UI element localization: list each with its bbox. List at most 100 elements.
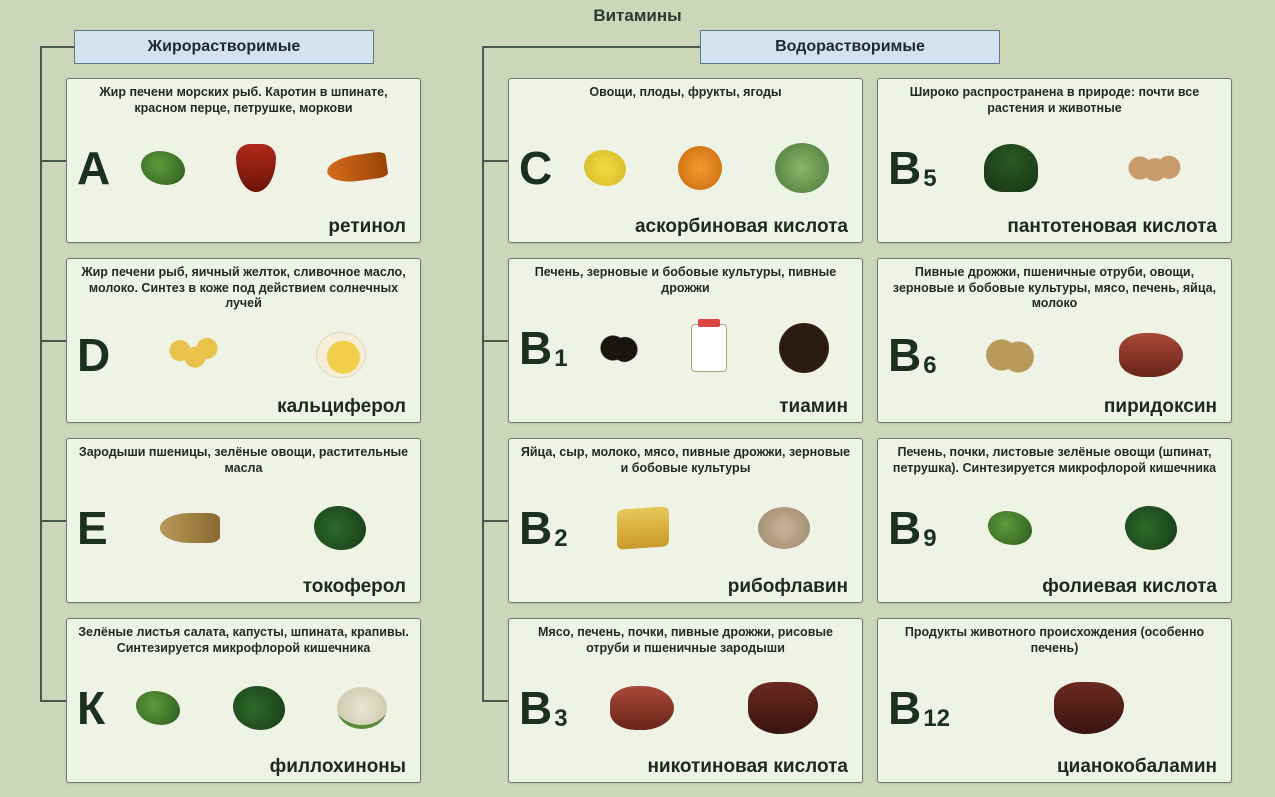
vitamin-letter: D [77, 332, 110, 378]
vitamin-card-E: Зародыши пшеницы, зелёные овощи, растите… [66, 438, 421, 603]
branch-water-soluble: Водорастворимые Овощи, плоды, фрукты, яг… [460, 30, 1240, 783]
sources-text: Мясо, печень, почки, пивные дрожжи, рисо… [519, 625, 852, 657]
vitamin-card-C: Овощи, плоды, фрукты, ягоды Cаскорбиновая… [508, 78, 863, 243]
chemical-name: рибофлавин [519, 576, 852, 598]
food-images [945, 317, 1221, 393]
vitamin-letter: B2 [519, 505, 568, 551]
branch-header-left: Жирорастворимые [74, 30, 374, 64]
food-sprout-icon [160, 513, 220, 543]
vitamin-letter-sub: 3 [554, 707, 567, 731]
chemical-name: кальциферол [77, 396, 410, 418]
vitamin-card-B3: Мясо, печень, почки, пивные дрожжи, рисо… [508, 618, 863, 783]
vitamin-letter: B9 [888, 505, 937, 551]
vitamins-infographic: Витамины Жирорастворимые Жир печени морс… [0, 0, 1275, 795]
chemical-name: пиридоксин [888, 396, 1221, 418]
sources-text: Печень, зерновые и бобовые культуры, пив… [519, 265, 852, 297]
branch-header-right: Водорастворимые [700, 30, 1000, 64]
food-lemon-icon [584, 150, 626, 186]
chemical-name: пантотеновая кислота [888, 216, 1221, 238]
vitamin-card-D: Жир печени рыб, яичный желток, сливочное… [66, 258, 421, 423]
food-images [576, 670, 852, 746]
chemical-name: токоферол [77, 576, 410, 598]
food-potato-icon [982, 335, 1038, 375]
food-broccoli-icon [984, 144, 1038, 192]
sources-text: Пивные дрожжи, пшеничные отруби, овощи, … [888, 265, 1221, 312]
vitamin-letter-sub: 1 [554, 347, 567, 371]
food-images [116, 490, 410, 566]
vitamin-letter: B5 [888, 145, 937, 191]
vitamin-card-B12: Продукты животного происхождения (особен… [877, 618, 1232, 783]
chemical-name: тиамин [519, 396, 852, 418]
food-images [576, 310, 852, 386]
food-liver-icon [1054, 682, 1124, 734]
food-images [118, 130, 410, 206]
sources-text: Широко распространена в природе: почти в… [888, 85, 1221, 117]
chemical-name: филлохиноны [77, 756, 410, 778]
vitamin-card-К: Зелёные листья салата, капусты, шпината,… [66, 618, 421, 783]
vitamin-card-B5: Широко распространена в природе: почти в… [877, 78, 1232, 243]
branch-fat-soluble: Жирорастворимые Жир печени морских рыб. … [18, 30, 430, 783]
chemical-name: ретинол [77, 216, 410, 238]
vitamin-letter: B12 [888, 685, 950, 731]
food-orange-icon [678, 146, 722, 190]
main-title: Витамины [18, 6, 1257, 26]
bracket-left [18, 78, 66, 783]
sources-text: Печень, почки, листовые зелёные овощи (ш… [888, 445, 1221, 477]
food-images [113, 670, 410, 746]
food-images [958, 670, 1221, 746]
layout: Жирорастворимые Жир печени морских рыб. … [18, 30, 1257, 783]
vitamin-letter-sub: 12 [923, 707, 950, 731]
sources-text: Зародыши пшеницы, зелёные овощи, растите… [77, 445, 410, 477]
vitamin-letter: E [77, 505, 108, 551]
sources-text: Овощи, плоды, фрукты, ягоды [519, 85, 852, 117]
chemical-name: цианокобаламин [888, 756, 1221, 778]
food-meat-icon [610, 686, 674, 730]
food-leaf-icon [136, 691, 180, 725]
food-egg-icon [316, 332, 366, 378]
bracket-right [460, 78, 508, 783]
food-cheese-icon [617, 506, 669, 550]
vitamin-letter: К [77, 685, 105, 731]
food-greens-icon [233, 686, 285, 730]
food-capsules-icon [162, 333, 222, 377]
chemical-name: фолиевая кислота [888, 576, 1221, 598]
chemical-name: аскорбиновая кислота [519, 216, 852, 238]
food-images [560, 130, 852, 206]
food-leaf-icon [988, 511, 1032, 545]
chemical-name: никотиновая кислота [519, 756, 852, 778]
food-meat-icon [1119, 333, 1183, 377]
food-cauli-icon [337, 687, 387, 729]
food-cabbage-icon [775, 143, 829, 193]
vitamin-letter-sub: 6 [923, 354, 936, 378]
food-carrot-icon [326, 150, 389, 184]
food-beans-icon [599, 333, 639, 363]
vitamin-letter-sub: 2 [554, 527, 567, 551]
food-images [945, 130, 1221, 206]
food-jar-icon [691, 324, 727, 372]
sources-text: Яйца, сыр, молоко, мясо, пивные дрожжи, … [519, 445, 852, 477]
food-sunflower-icon [779, 323, 829, 373]
food-images [576, 490, 852, 566]
sources-text: Жир печени морских рыб. Каротин в шпинат… [77, 85, 410, 117]
vitamin-card-A: Жир печени морских рыб. Каротин в шпинат… [66, 78, 421, 243]
vitamin-card-B2: Яйца, сыр, молоко, мясо, пивные дрожжи, … [508, 438, 863, 603]
food-grains-icon [758, 507, 810, 549]
food-nuts-icon [1122, 151, 1182, 185]
sources-text: Продукты животного происхождения (особен… [888, 625, 1221, 657]
vitamin-letter: A [77, 145, 110, 191]
vitamin-card-B1: Печень, зерновые и бобовые культуры, пив… [508, 258, 863, 423]
food-pepper-icon [236, 144, 276, 192]
food-images [945, 490, 1221, 566]
vitamin-card-B9: Печень, почки, листовые зелёные овощи (ш… [877, 438, 1232, 603]
sources-text: Зелёные листья салата, капусты, шпината,… [77, 625, 410, 657]
vitamin-card-B6: Пивные дрожжи, пшеничные отруби, овощи, … [877, 258, 1232, 423]
vitamin-letter-sub: 9 [923, 527, 936, 551]
vitamin-letter-sub: 5 [923, 167, 936, 191]
vitamin-letter: B6 [888, 332, 937, 378]
vitamin-letter: C [519, 145, 552, 191]
food-greens-icon [1125, 506, 1177, 550]
food-greens-icon [314, 506, 366, 550]
food-leaf-icon [141, 151, 185, 185]
vitamin-letter: B3 [519, 685, 568, 731]
sources-text: Жир печени рыб, яичный желток, сливочное… [77, 265, 410, 312]
